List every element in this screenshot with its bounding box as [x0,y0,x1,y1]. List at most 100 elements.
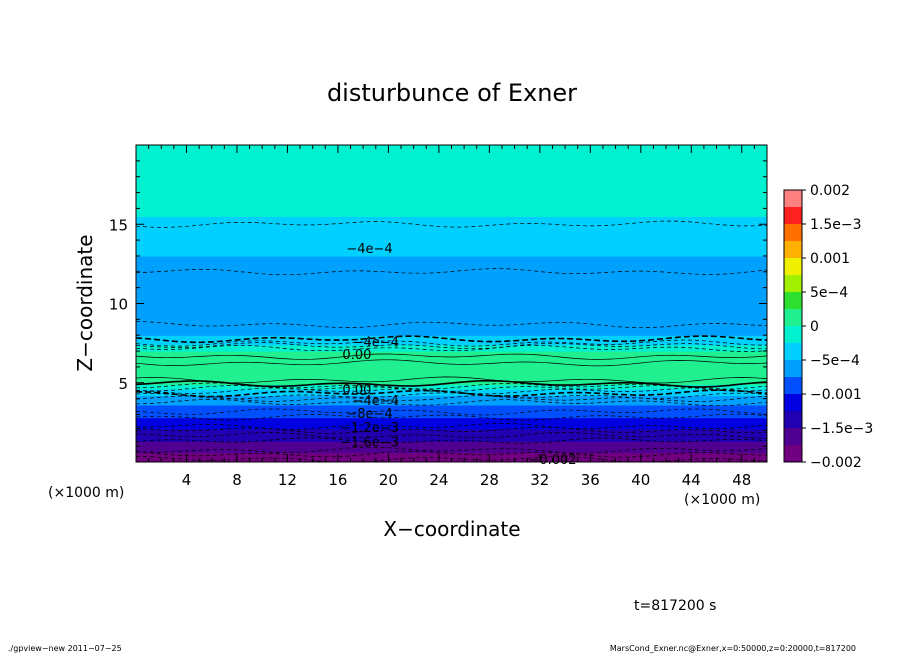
plot-area: −4e−4−4e−40.000.00−4e−4−8e−4−1.2e−3−1.6e… [109,144,768,489]
colorbar-tick-label: −5e−4 [810,353,860,369]
color-band [136,255,767,259]
color-band [136,357,767,360]
color-band [136,412,767,416]
color-band [136,222,767,225]
color-band [136,156,767,159]
color-band [136,346,767,349]
x-tick-label: 12 [278,471,297,489]
color-band [136,252,767,255]
x-tick-label: 8 [232,471,242,489]
colorbar-cell [784,360,802,378]
color-band [136,162,767,165]
colorbar-ticks: 0.002 1.5e−3 0.001 5e−4 0 −5e−4 −0.001 −1.5e−3 −… [802,183,873,471]
contour-label: 0.00 [342,348,371,363]
color-band [136,184,767,187]
color-band [136,202,767,205]
colorbar-cell [784,241,802,259]
x-tick-label: 20 [379,471,398,489]
colorbar-tick-label: 0 [810,319,819,335]
color-band [136,441,767,444]
color-band [136,297,767,300]
color-band [136,327,767,330]
color-band [136,216,767,219]
color-band [136,408,767,411]
color-band [136,322,767,325]
contour-label: −4e−4 [346,242,392,257]
color-band [136,397,767,400]
color-band [136,284,767,287]
contour-line [136,432,767,439]
color-band [136,164,767,167]
color-band [136,376,767,379]
x-unit-right: (×1000 m) [684,492,760,508]
colorbar-cell [784,190,802,208]
color-band [136,305,767,308]
color-band [136,393,767,397]
colorbar-tick-label: 0.001 [810,251,850,267]
color-band [136,262,767,265]
color-band [136,419,767,422]
y-tick-label: 15 [109,216,128,234]
color-band [136,192,767,195]
color-band [136,282,767,286]
color-band [136,332,767,335]
color-band [136,427,767,430]
color-band [136,403,767,406]
color-band [136,148,767,151]
contour-lines [136,220,767,462]
color-band [136,358,767,362]
color-band [136,249,767,252]
color-band [136,233,767,236]
color-band [136,240,767,243]
contour-line [136,342,767,350]
color-band [136,362,767,365]
color-band [136,423,767,427]
color-band [136,442,767,446]
x-tick-label: 44 [682,471,701,489]
colorbar-cells [784,190,802,463]
color-band [136,176,767,179]
contour-line [136,339,767,347]
contour-line [136,359,767,367]
color-band [136,219,767,222]
color-band [136,238,767,241]
color-band [136,352,767,355]
colorbar-cell [784,207,802,225]
color-band [136,395,767,398]
color-band [136,336,767,339]
colorbar-cell [784,445,802,463]
color-band [136,152,767,156]
color-band [136,278,767,281]
contour-labels: −4e−4−4e−40.000.00−4e−4−8e−4−1.2e−3−1.6e… [340,242,576,468]
color-band [136,293,767,297]
color-band [136,203,767,206]
colorbar-cell [784,343,802,361]
color-band [136,241,767,244]
program-label: ./gpview−new 2011−07−25 [8,644,122,653]
color-band [136,303,767,306]
color-band [136,290,767,293]
contour-line [136,426,767,434]
color-band [136,314,767,317]
color-band [136,400,767,403]
color-band [136,368,767,371]
color-band [136,387,767,390]
colorbar-cell [784,309,802,327]
color-band [136,165,767,168]
contour-label: 0.00 [342,383,371,398]
color-band [136,384,767,387]
y-axis-label: Z−coordinate [73,234,97,371]
contour-label: −1.2e−3 [340,421,399,436]
color-band [136,273,767,276]
color-band [136,246,767,249]
color-band [136,257,767,260]
x-tick-label: 28 [480,471,499,489]
contour-label: −4e−4 [353,394,399,409]
color-band [136,431,767,435]
color-band [136,287,767,290]
color-band [136,439,767,442]
color-band [136,195,767,198]
contour-line [136,399,767,407]
color-band [136,168,767,171]
color-band [136,365,767,368]
